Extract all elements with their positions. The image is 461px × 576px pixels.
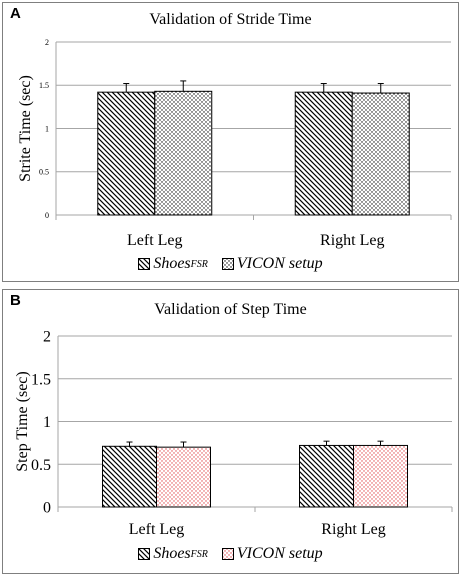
- chart-title: Validation of Stride Time: [149, 11, 312, 28]
- x-category-label: Right Leg: [320, 232, 384, 249]
- plot-area: 0 0.5 1 1.5 2 Left Leg Right Leg Step Time (sec…: [14, 329, 453, 538]
- legend-label: VICON setup: [236, 255, 323, 272]
- y-tick-label: 0: [45, 211, 49, 220]
- bar: [102, 445, 157, 508]
- y-tick-label: 1: [45, 124, 49, 133]
- legend-swatch-diagonal: [138, 548, 151, 560]
- legend: Shoes FSR VICON setup: [3, 255, 458, 275]
- bar: [351, 92, 410, 216]
- bar: [353, 444, 408, 508]
- y-tick-label: 1: [43, 414, 51, 431]
- panel-letter: B: [10, 292, 21, 309]
- y-tick-label: 2: [43, 329, 51, 346]
- bar: [97, 91, 156, 216]
- legend-label: Shoes: [153, 545, 191, 562]
- x-category-label: Right Leg: [321, 521, 385, 538]
- y-axis-label: Step Time (sec): [14, 371, 31, 471]
- plot-area: 0 0.5 1 1.5 2 Left Leg Right Leg Strite Time (s…: [17, 38, 452, 249]
- chart-panel-b: B Validation of Step Time 0 0.5 1 1.5 2 Left …: [2, 289, 459, 574]
- legend-label-subscript: FSR: [190, 258, 208, 270]
- y-tick-label: 0: [43, 500, 51, 517]
- legend-label: Shoes: [153, 255, 191, 272]
- bar: [156, 446, 211, 508]
- x-category-label: Left Leg: [129, 521, 185, 538]
- legend-swatch-dots: [221, 548, 234, 560]
- legend-item-vicon: VICON setup: [221, 255, 323, 273]
- legend-label: VICON setup: [236, 545, 323, 562]
- chart-title: Validation of Step Time: [154, 301, 307, 318]
- y-tick-label: 0.5: [31, 457, 51, 474]
- legend-swatch-diagonal: [138, 258, 151, 270]
- legend-item-shoes: Shoes FSR: [138, 255, 208, 273]
- y-tick-label: 1.5: [31, 371, 51, 388]
- y-tick-label: 2: [45, 38, 49, 47]
- y-tick-label: 1.5: [39, 81, 49, 90]
- legend: Shoes FSR VICON setup: [3, 545, 458, 565]
- legend-item-shoes: Shoes FSR: [138, 545, 208, 563]
- x-category-label: Left Leg: [127, 232, 183, 249]
- bar: [299, 444, 354, 508]
- legend-label-subscript: FSR: [190, 548, 208, 560]
- bar: [154, 90, 213, 216]
- panel-letter: A: [10, 5, 21, 22]
- legend-item-vicon: VICON setup: [221, 545, 323, 563]
- legend-swatch-dots: [221, 258, 234, 270]
- y-axis-label: Strite Time (sec): [17, 75, 34, 182]
- bar: [294, 91, 353, 216]
- y-tick-label: 0.5: [39, 168, 49, 177]
- chart-panel-a: A Validation of Stride Time 0 0.5 1 1.5 2 Lef…: [2, 2, 459, 282]
